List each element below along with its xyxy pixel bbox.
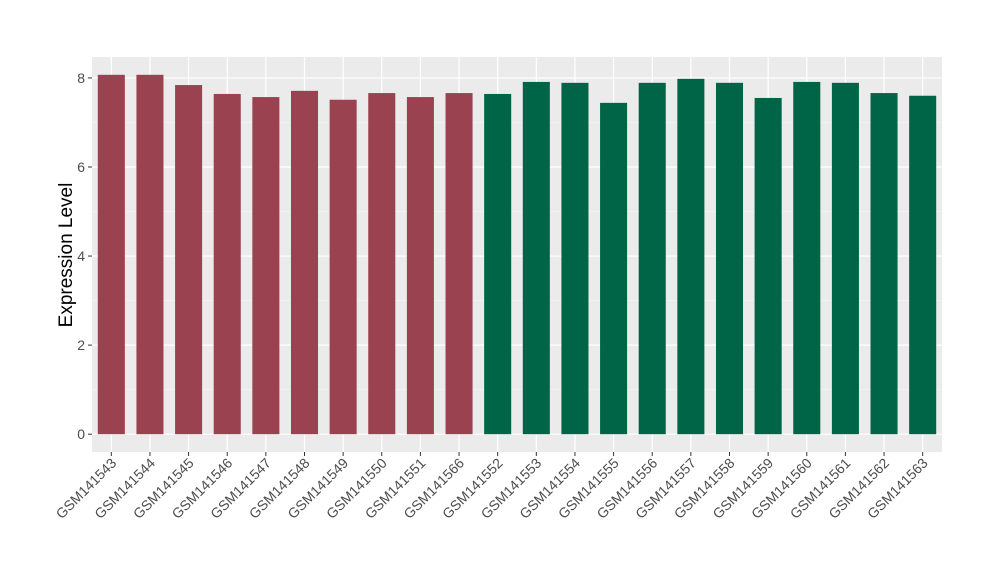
bar	[831, 82, 859, 435]
bar	[136, 74, 164, 435]
bar	[909, 95, 937, 435]
bar	[677, 78, 705, 435]
bar	[870, 93, 898, 435]
bar	[175, 85, 203, 435]
y-tick-label: 8	[77, 70, 85, 86]
bar	[522, 81, 550, 435]
bar	[406, 97, 434, 435]
bar	[252, 97, 280, 435]
y-tick-label: 0	[77, 426, 85, 442]
bar	[97, 74, 125, 435]
bar	[793, 81, 821, 435]
bar	[600, 102, 628, 435]
bar	[754, 97, 782, 435]
bar	[213, 93, 241, 435]
y-axis-label: Expression Level	[56, 183, 77, 328]
y-tick-label: 2	[77, 337, 85, 353]
bar	[638, 82, 666, 435]
bar	[368, 93, 396, 435]
bar	[290, 90, 319, 435]
bar	[715, 82, 744, 435]
y-tick-label: 4	[77, 248, 85, 264]
bar	[484, 93, 512, 435]
bar	[561, 82, 589, 435]
bar	[445, 93, 473, 435]
bar	[329, 99, 357, 435]
y-tick-label: 6	[77, 159, 85, 175]
